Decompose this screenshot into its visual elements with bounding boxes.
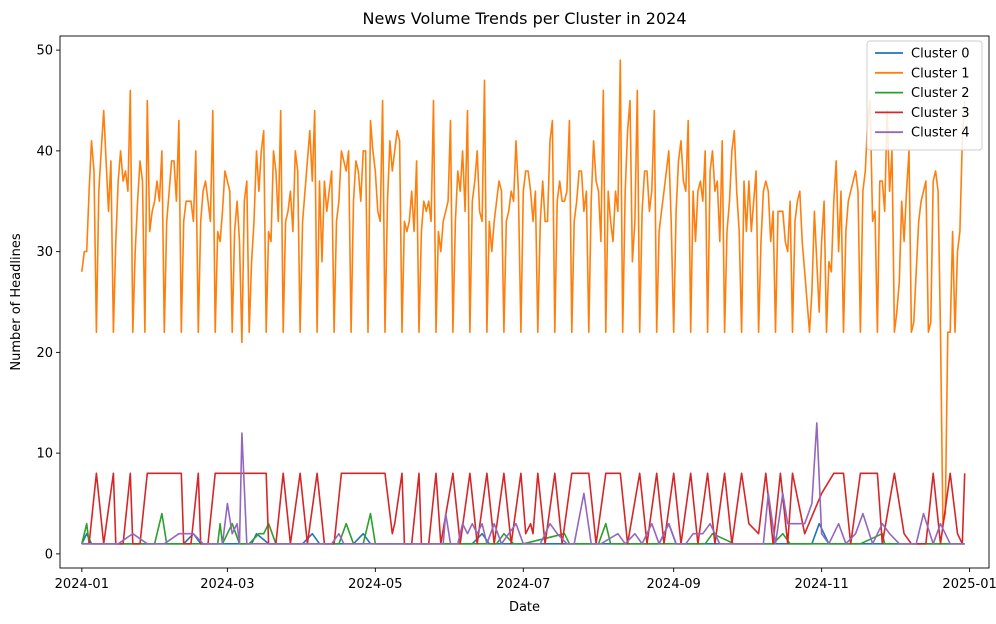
series-line-cluster-1 xyxy=(81,59,966,525)
x-tick-label: 2024-11 xyxy=(794,577,848,592)
y-tick-label: 10 xyxy=(36,447,53,462)
x-tick-label: 2024-09 xyxy=(647,577,701,592)
x-tick-label: 2025-01 xyxy=(942,577,996,592)
y-tick-label: 50 xyxy=(36,44,53,59)
y-tick-label: 40 xyxy=(36,144,53,159)
chart-title: News Volume Trends per Cluster in 2024 xyxy=(362,9,686,28)
x-axis-label: Date xyxy=(509,600,540,615)
legend-label-cluster-4: Cluster 4 xyxy=(911,126,970,141)
legend-label-cluster-0: Cluster 0 xyxy=(911,47,970,62)
plot-frame xyxy=(59,35,990,569)
x-tick-label: 2024-01 xyxy=(55,577,109,592)
y-tick-label: 20 xyxy=(36,346,53,361)
series-line-cluster-3 xyxy=(81,472,966,545)
axes-layer: 0 10 20 30 40 50 2024-01 2024-03 2024-05 2024-07 2… xyxy=(36,35,996,592)
legend: Cluster 0 Cluster 1 Cluster 2 Cluster 3 Clus… xyxy=(866,40,983,151)
y-tick-label: 0 xyxy=(45,547,53,562)
legend-frame xyxy=(866,40,983,151)
y-axis-label: Number of Headlines xyxy=(9,233,24,370)
y-tick-label: 30 xyxy=(36,245,53,260)
x-tick-label: 2024-07 xyxy=(496,577,550,592)
x-tick-label: 2024-03 xyxy=(200,577,254,592)
legend-label-cluster-2: Cluster 2 xyxy=(911,86,970,101)
series-line-cluster-4 xyxy=(81,422,965,545)
series-layer xyxy=(81,59,966,545)
legend-label-cluster-1: Cluster 1 xyxy=(911,66,970,81)
x-tick-label: 2024-05 xyxy=(348,577,402,592)
legend-label-cluster-3: Cluster 3 xyxy=(911,106,970,121)
